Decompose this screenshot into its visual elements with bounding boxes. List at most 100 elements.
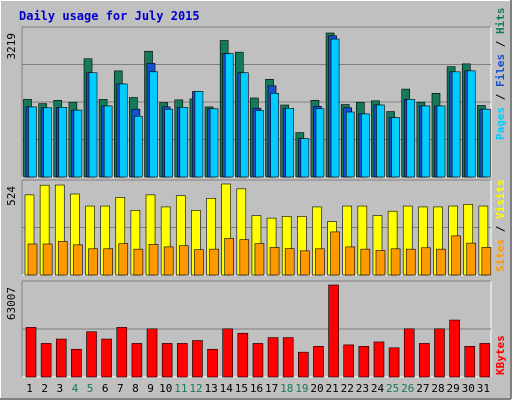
kbytes-bar (267, 337, 279, 378)
kbytes-bar (176, 343, 188, 378)
x-tick-label: 8 (132, 382, 139, 395)
pages-bar (300, 138, 310, 178)
sites-bar (239, 239, 250, 276)
pages-bar (421, 105, 431, 178)
legend-separator: / (494, 34, 507, 54)
usage-ymax-label: 3219 (5, 33, 18, 60)
kbytes-bar (388, 347, 400, 378)
pages-bar (406, 99, 416, 178)
kbytes-bar (313, 346, 324, 378)
pages-bar (134, 115, 143, 178)
kbytes-bar (358, 346, 370, 378)
kbytes-bar (161, 343, 173, 378)
sites-bar (300, 250, 310, 276)
chart-title: Daily usage for July 2015 (19, 9, 200, 23)
kbytes-bar (207, 348, 218, 378)
pages-bar (88, 72, 98, 178)
legend-hits: Hits (494, 8, 507, 35)
kbytes-bar (55, 338, 67, 378)
x-tick-label: 11 (174, 382, 187, 395)
sites-bar (178, 245, 189, 276)
x-tick-label: 31 (477, 382, 490, 395)
usage-legend: Pages / Files / Hits (494, 8, 507, 141)
x-tick-label: 13 (204, 382, 217, 395)
legend-separator: / (494, 87, 507, 107)
sites-bar (375, 250, 386, 276)
kbytes-bar (479, 343, 491, 378)
kbytes-bar (25, 327, 37, 378)
x-tick-label: 25 (386, 382, 399, 395)
x-tick-label: 12 (189, 382, 202, 395)
x-tick-label: 14 (220, 382, 234, 395)
pages-bar (179, 107, 189, 178)
x-tick-label: 6 (102, 382, 109, 395)
kbytes-bar (343, 344, 355, 378)
sites-bar (209, 248, 219, 276)
x-tick-label: 7 (117, 382, 124, 395)
pages-bar (240, 72, 249, 178)
sites-bar (345, 246, 356, 276)
sites-bar (148, 244, 159, 276)
sites-bar (103, 248, 113, 276)
sites-bar (133, 248, 144, 276)
kbytes-ymax-label: 63007 (5, 287, 18, 320)
kbytes-bar (222, 328, 233, 378)
pages-bar (391, 117, 400, 178)
sites-bar (27, 243, 38, 276)
kbytes-bar (282, 337, 294, 378)
pages-bar (285, 107, 294, 178)
pages-bar (345, 111, 355, 178)
x-tick-label: 26 (401, 382, 414, 395)
kbytes-bar (434, 328, 445, 378)
x-tick-label: 22 (341, 382, 354, 395)
pages-bar (118, 83, 128, 178)
pages-bar (330, 38, 340, 178)
x-tick-label: 21 (326, 382, 339, 395)
legend-visits: Visits (494, 179, 507, 219)
sites-bar (269, 247, 280, 276)
pages-bar (270, 93, 279, 178)
sites-bar (73, 244, 83, 276)
sites-bar (405, 248, 416, 276)
sites-bar (466, 242, 477, 276)
x-tick-label: 23 (356, 382, 369, 395)
pages-bar (43, 107, 52, 178)
pages-bar (58, 107, 68, 178)
legend-pages: Pages (494, 107, 507, 140)
legend-files: Files (494, 54, 507, 87)
kbytes-bar (146, 328, 158, 378)
pages-bar (209, 108, 219, 178)
kbytes-bar (373, 341, 385, 378)
x-tick-label: 18 (280, 382, 293, 395)
pages-bar (315, 108, 325, 178)
x-tick-label: 15 (235, 382, 248, 395)
kbytes-bar (131, 343, 143, 378)
sites-bar (390, 248, 401, 276)
sites-bar (330, 231, 340, 276)
pages-bar (482, 108, 491, 178)
legend-separator: / (494, 219, 507, 239)
pages-bar (73, 109, 83, 178)
x-tick-label: 17 (265, 382, 278, 395)
x-tick-label: 24 (371, 382, 385, 395)
pages-bar (103, 105, 113, 178)
x-tick-label: 19 (295, 382, 308, 395)
sites-bar (42, 243, 53, 276)
visits-legend: Sites / Visits (494, 179, 507, 272)
sites-bar (451, 235, 461, 276)
sites-bar (254, 243, 265, 276)
kbytes-bar (449, 319, 460, 378)
pages-bar (361, 113, 370, 178)
sites-bar (194, 249, 204, 276)
sites-bar (436, 248, 446, 276)
pages-bar (255, 110, 264, 178)
kbytes-bar (192, 340, 203, 378)
sites-bar (88, 248, 98, 276)
kbytes-bar (298, 351, 309, 378)
kbytes-bar (101, 338, 112, 378)
x-tick-label: 4 (72, 382, 79, 395)
pages-bar (194, 91, 204, 178)
visits-ymax-label: 524 (5, 186, 18, 206)
